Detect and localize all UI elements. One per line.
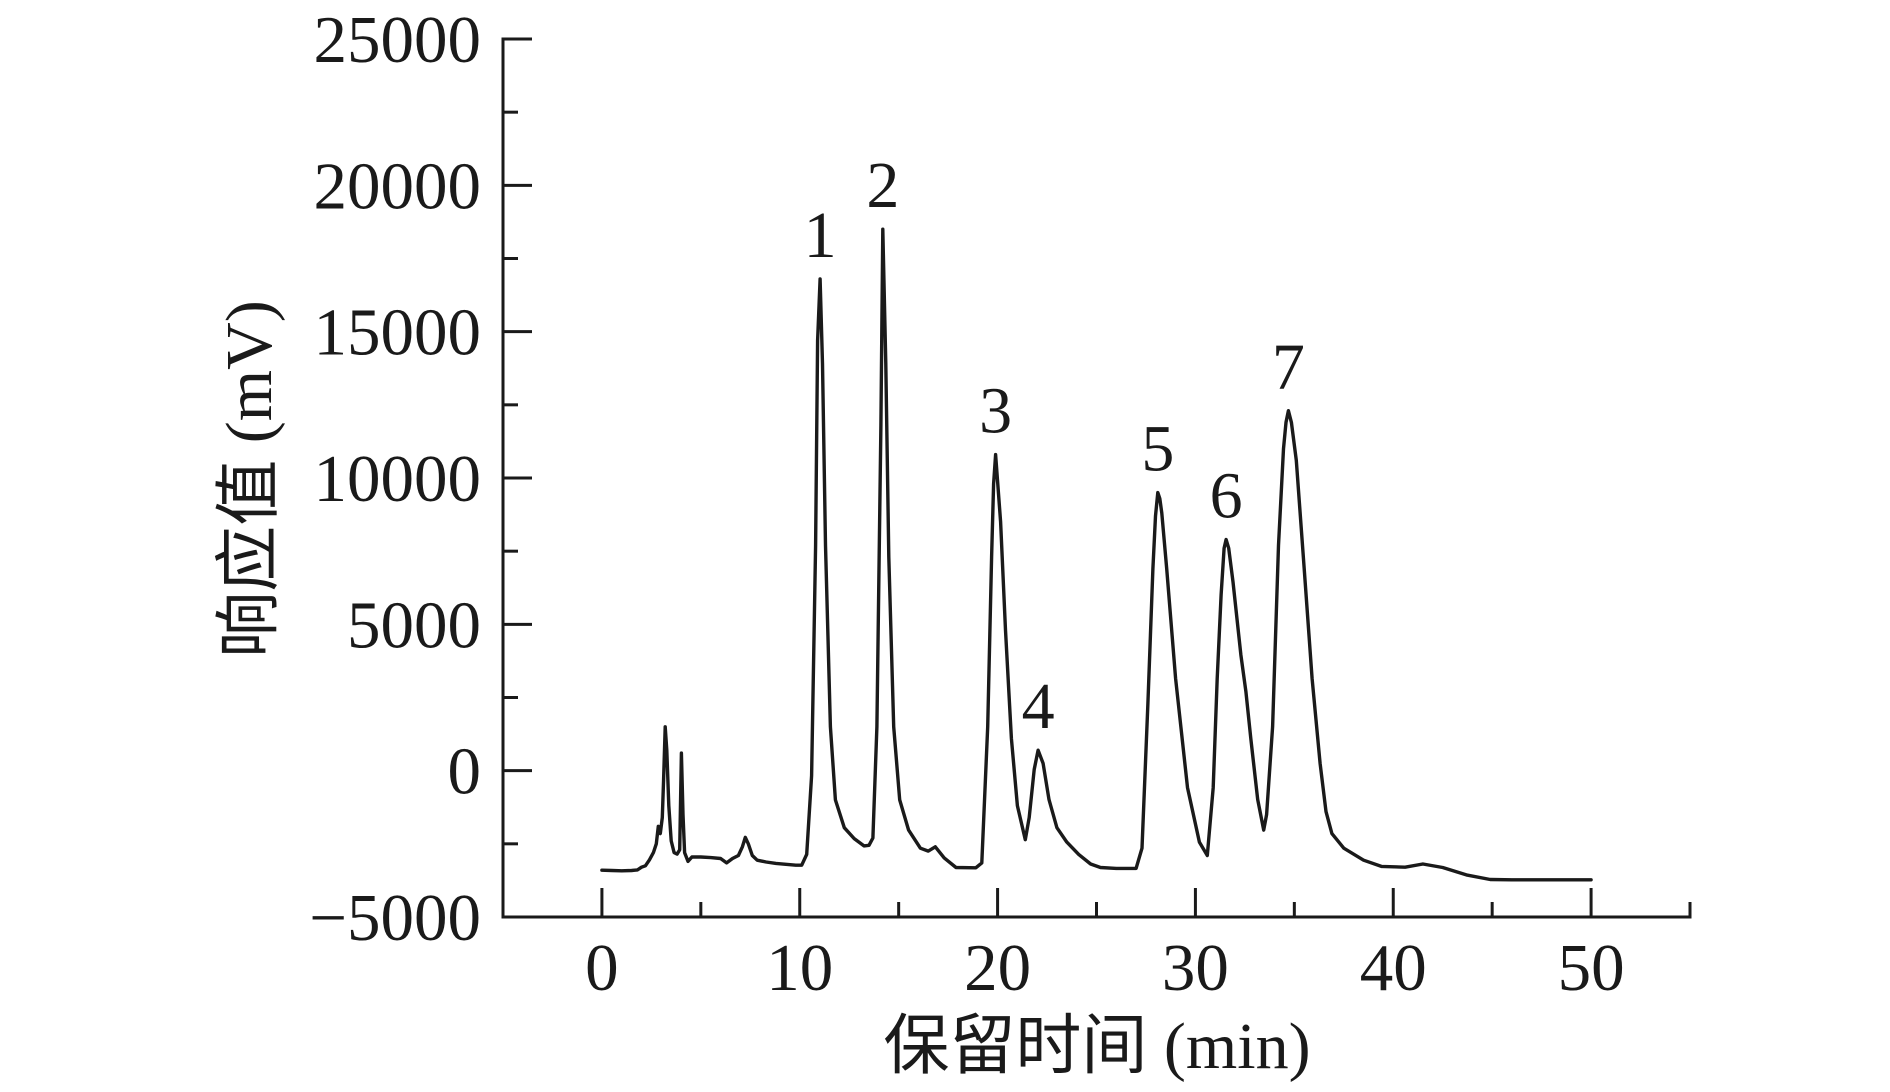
peak-label-3: 3	[979, 375, 1012, 448]
y-tick-label: 5000	[347, 588, 481, 662]
x-tick-label: 50	[1558, 931, 1625, 1005]
y-tick-label: 0	[448, 735, 482, 809]
tick-labels-group: −5000 0 5000 10000 15000 20000 25000 0 10 20 30 40 5…	[309, 3, 1624, 1005]
peak-label-6: 6	[1210, 459, 1243, 532]
peak-labels-group: 12 3 4 567	[804, 149, 1305, 743]
peak-label-5: 5	[1141, 413, 1174, 486]
y-axis-title: 响应值 (mV)	[213, 300, 286, 657]
chromatogram-line	[600, 227, 1593, 882]
y-tick-label: 25000	[314, 3, 482, 77]
peak-label-7: 7	[1272, 331, 1305, 404]
ticks-group	[503, 37, 1692, 919]
y-tick-label: 20000	[314, 149, 482, 223]
x-tick-label: 20	[964, 931, 1031, 1005]
plot-area	[600, 227, 1593, 882]
peak-label-1: 1	[804, 199, 837, 272]
x-tick-label: 10	[766, 931, 833, 1005]
peak-label-4: 4	[1022, 670, 1055, 743]
x-tick-label: 30	[1162, 931, 1229, 1005]
y-tick-label: −5000	[309, 881, 481, 955]
x-tick-label: 40	[1360, 931, 1427, 1005]
y-tick-label: 15000	[314, 296, 482, 370]
peak-label-2: 2	[866, 149, 899, 222]
x-tick-label: 0	[585, 931, 619, 1005]
x-axis-title: 保留时间 (min)	[883, 1010, 1310, 1083]
y-tick-label: 10000	[314, 442, 482, 516]
